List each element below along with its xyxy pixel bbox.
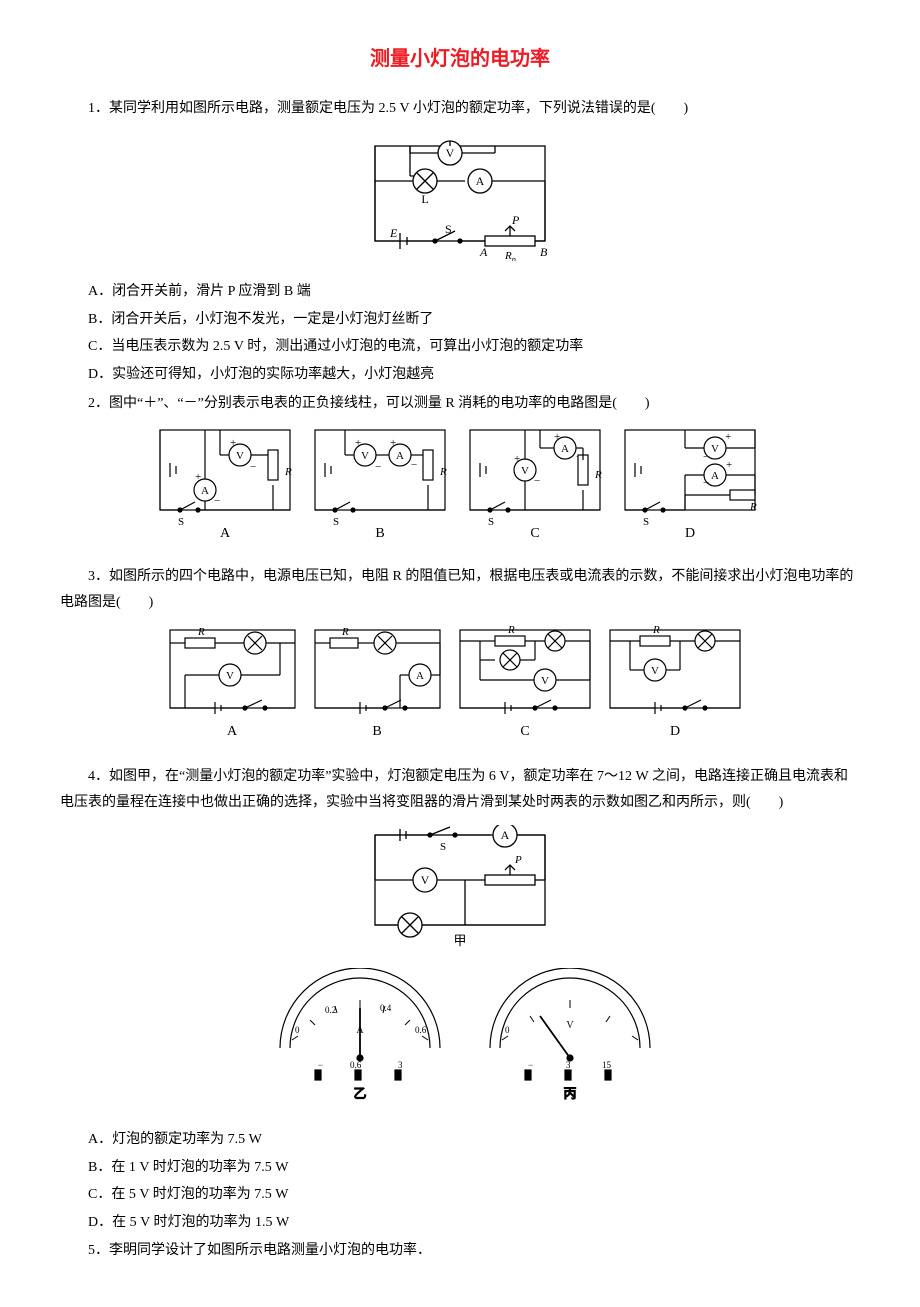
q1-optA: A．闭合开关前，滑片 P 应滑到 B 端 (60, 279, 860, 306)
page-title: 测量小灯泡的电功率 (60, 40, 860, 78)
svg-text:V: V (541, 675, 549, 687)
svg-text:R: R (197, 626, 205, 638)
svg-text:+: + (390, 437, 396, 449)
svg-text:+: + (725, 431, 731, 443)
svg-text:V: V (236, 450, 244, 462)
svg-text:3: 3 (566, 1060, 571, 1070)
svg-text:P: P (514, 854, 522, 866)
svg-text:0.6: 0.6 (350, 1060, 362, 1070)
svg-text:−: − (534, 475, 540, 487)
svg-text:0.4: 0.4 (380, 1003, 392, 1013)
q2-lblD: D (685, 526, 695, 541)
svg-text:S: S (440, 841, 446, 853)
svg-text:−: − (703, 477, 709, 489)
svg-text:S: S (488, 516, 494, 528)
svg-text:−: − (528, 1060, 533, 1070)
svg-text:0.6: 0.6 (415, 1025, 427, 1035)
meter-cap-bing: 丙 (563, 1086, 576, 1101)
svg-text:V: V (521, 465, 529, 477)
label-Bend: B (540, 245, 548, 259)
svg-text:A: A (501, 828, 510, 842)
svg-text:A: A (356, 1025, 364, 1036)
meter-cap-yi: 乙 (353, 1086, 366, 1101)
label-L: L (421, 192, 428, 206)
q4-meters: 0 0.2 0.4 0.6 A − 0.6 3 乙 0 V (60, 968, 860, 1119)
svg-text:R: R (594, 469, 602, 481)
svg-text:V: V (651, 665, 659, 677)
label-P: P (511, 213, 520, 227)
svg-text:+: + (554, 431, 560, 443)
q2-lblB: B (375, 526, 384, 541)
label-V: V (446, 146, 455, 160)
svg-text:S: S (333, 516, 339, 528)
q3-stem: 3．如图所示的四个电路中，电源电压已知，电阻 R 的阻值已知，根据电压表或电流表… (60, 564, 860, 617)
svg-text:A: A (561, 443, 569, 455)
q2-stem: 2．图中“＋”、“－”分别表示电表的正负接线柱，可以测量 R 消耗的电功率的电路… (60, 391, 860, 418)
svg-text:R: R (749, 501, 757, 513)
label-Rp: Rp (504, 250, 516, 261)
svg-text:R: R (507, 625, 515, 636)
svg-text:3: 3 (398, 1060, 403, 1070)
svg-text:S: S (178, 516, 184, 528)
q1-circuit: V A L E S P A B Rp (60, 131, 860, 272)
svg-text:+: + (230, 437, 236, 449)
svg-text:S: S (643, 516, 649, 528)
svg-text:+: + (514, 453, 520, 465)
svg-text:A: A (396, 450, 404, 462)
svg-text:+: + (355, 437, 361, 449)
q3-lblC: C (520, 724, 529, 739)
svg-text:0: 0 (295, 1025, 300, 1035)
svg-text:−: − (411, 459, 417, 471)
q4-optA: A．灯泡的额定功率为 7.5 W (60, 1127, 860, 1154)
svg-text:V: V (566, 1020, 574, 1031)
q4-caption-jia: 甲 (453, 933, 466, 948)
svg-text:A: A (201, 485, 209, 497)
svg-text:0.2: 0.2 (325, 1005, 336, 1015)
svg-text:0: 0 (505, 1025, 510, 1035)
svg-text:V: V (711, 443, 719, 455)
q4-optD: D．在 5 V 时灯泡的功率为 1.5 W (60, 1210, 860, 1237)
q3-circuits: R V R A R (60, 625, 860, 756)
q1-stem: 1．某同学利用如图所示电路，测量额定电压为 2.5 V 小灯泡的额定功率，下列说… (60, 96, 860, 123)
svg-text:+: + (726, 459, 732, 471)
label-A: A (476, 174, 485, 188)
q4-circuit: S A V P 甲 (60, 825, 860, 961)
svg-text:V: V (361, 450, 369, 462)
q5-stem: 5．李明同学设计了如图所示电路测量小灯泡的电功率． (60, 1238, 860, 1265)
q1-optC: C．当电压表示数为 2.5 V 时，测出通过小灯泡的电流，可算出小灯泡的额定功率 (60, 334, 860, 361)
q4-optB: B．在 1 V 时灯泡的功率为 7.5 W (60, 1155, 860, 1182)
svg-text:R: R (652, 625, 660, 636)
svg-text:R: R (284, 466, 292, 478)
q3-lblD: D (670, 724, 680, 739)
svg-text:−: − (214, 495, 220, 507)
q1-optD: D．实验还可得知，小灯泡的实际功率越大，小灯泡越亮 (60, 362, 860, 389)
svg-text:V: V (421, 873, 430, 887)
svg-text:R: R (439, 466, 447, 478)
svg-text:−: − (703, 451, 709, 463)
q4-optC: C．在 5 V 时灯泡的功率为 7.5 W (60, 1182, 860, 1209)
q2-circuits: A +− V +− R S V +− A +− R S (60, 425, 860, 556)
label-E: E (389, 226, 398, 240)
svg-text:−: − (318, 1060, 323, 1070)
q3-lblA: A (227, 724, 238, 739)
svg-text:V: V (226, 670, 234, 682)
svg-text:R: R (341, 626, 349, 638)
q3-lblB: B (372, 724, 381, 739)
svg-text:A: A (416, 670, 424, 682)
svg-text:−: − (250, 461, 256, 473)
q4-stem: 4．如图甲，在“测量小灯泡的额定功率”实验中，灯泡额定电压为 6 V，额定功率在… (60, 764, 860, 817)
svg-text:15: 15 (602, 1060, 612, 1070)
svg-text:+: + (195, 471, 201, 483)
q1-optB: B．闭合开关后，小灯泡不发光，一定是小灯泡灯丝断了 (60, 307, 860, 334)
svg-text:−: − (375, 461, 381, 473)
q2-lblA: A (220, 526, 231, 541)
label-Aend: A (479, 245, 488, 259)
q2-lblC: C (530, 526, 539, 541)
label-S: S (445, 222, 452, 236)
svg-text:A: A (711, 470, 719, 482)
